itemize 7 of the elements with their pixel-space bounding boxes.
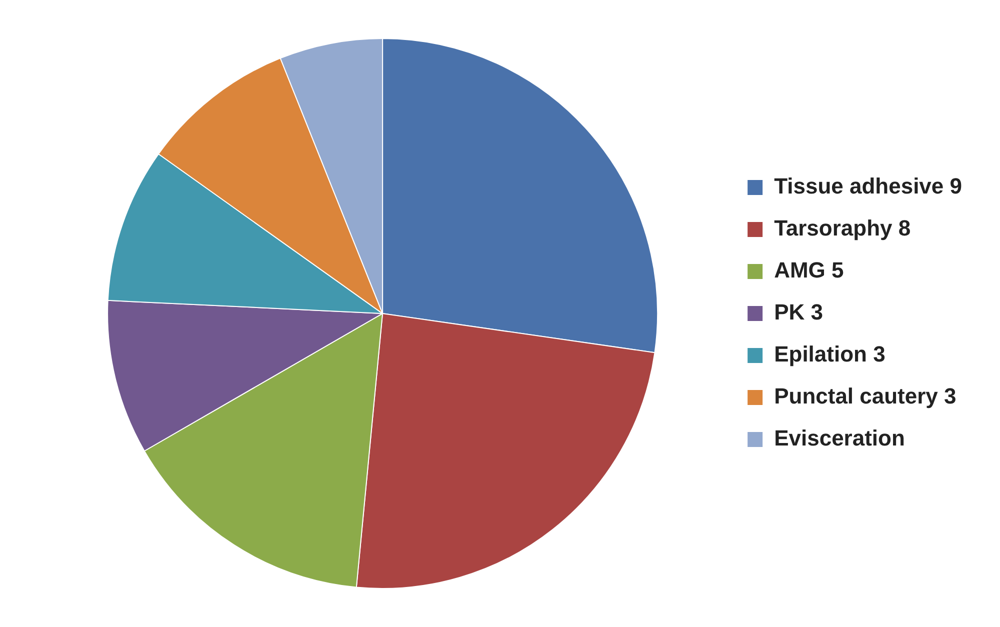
legend-label: Epilation 3 [774, 342, 886, 367]
legend-label: Evisceration [774, 426, 905, 451]
legend-label: PK 3 [774, 300, 823, 325]
legend-label: Tissue adhesive 9 [774, 174, 962, 199]
legend-label: AMG 5 [774, 258, 844, 283]
legend-label: Tarsoraphy 8 [774, 216, 911, 241]
legend-label: Punctal cautery 3 [774, 384, 956, 409]
